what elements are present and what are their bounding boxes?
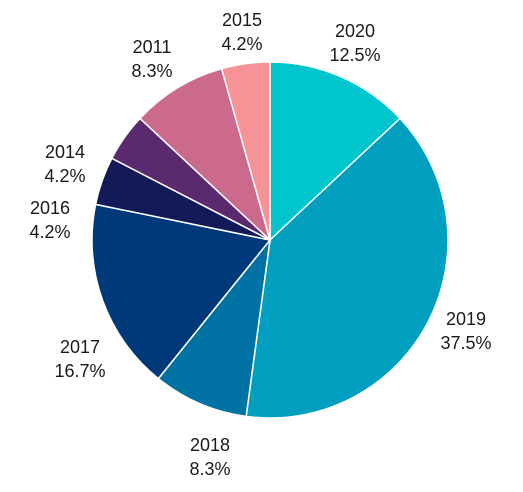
pie-slice-2017 (91, 203, 272, 380)
pie-slice-2019 (245, 117, 449, 419)
pie-slice-2018 (157, 237, 272, 418)
pie-label-value-2019: 37.5% (440, 333, 491, 353)
pie-label-year-2011: 2011 (133, 37, 172, 57)
pie-label-year-2014: 2014 (45, 142, 85, 162)
pie-labels: 2020 12.5% 2019 37.5% 2018 8.3% 2017 16.7% 2016 4… (29, 10, 491, 479)
pie-slices (91, 61, 449, 419)
pie-label-year-2019: 2019 (446, 309, 486, 329)
pie-label-value-2011: 8.3% (131, 61, 172, 81)
pie-label-value-2020: 12.5% (329, 45, 380, 65)
pie-slice-2020 (269, 61, 402, 242)
pie-slice-2011 (138, 67, 272, 243)
pie-label-year-2020: 2020 (335, 21, 375, 41)
pie-label-value-2015: 4.2% (221, 34, 262, 54)
pie-label-value-2018: 8.3% (189, 459, 230, 479)
pie-slice-2015 (220, 61, 271, 241)
pie-label-value-2016: 4.2% (29, 222, 70, 242)
pie-label-year-2016: 2016 (30, 198, 70, 218)
pie-label-year-2017: 2017 (60, 337, 100, 357)
pie-label-year-2018: 2018 (190, 435, 230, 455)
pie-label-value-2014: 4.2% (44, 166, 85, 186)
pie-label-value-2017: 16.7% (54, 361, 105, 381)
pie-label-year-2015: 2015 (222, 10, 262, 30)
